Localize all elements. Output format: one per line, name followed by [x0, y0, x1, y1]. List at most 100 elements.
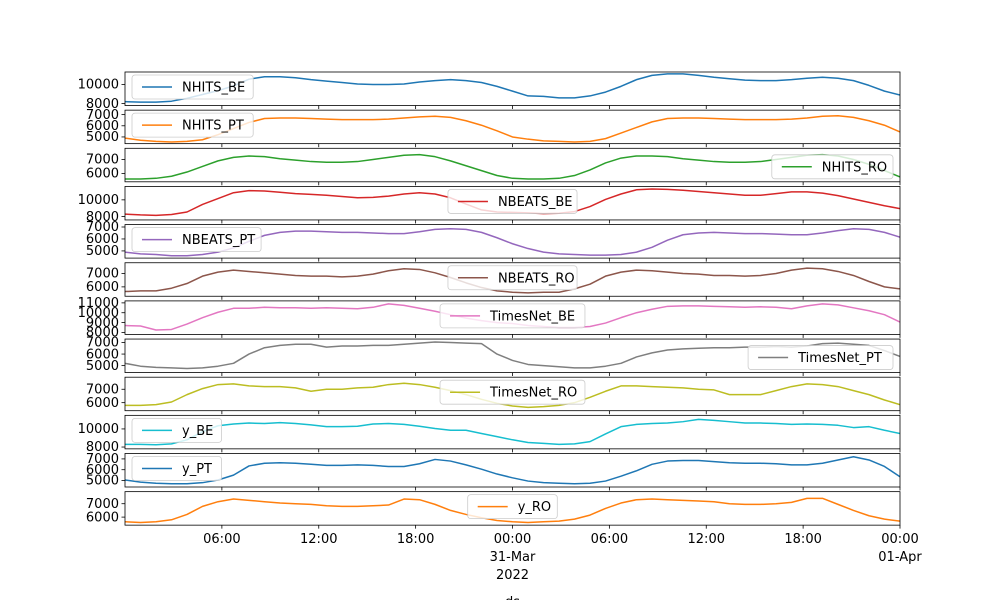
y-tick-label: 6000 — [86, 119, 119, 134]
legend-box — [131, 456, 222, 481]
x-tick-label: 12:00 — [688, 532, 725, 547]
legend-label: y_BE — [182, 424, 213, 439]
legend-label: NHITS_PT — [182, 119, 244, 134]
y-tick-label: 7000 — [86, 452, 119, 467]
legend-label: NHITS_RO — [822, 160, 887, 175]
series-line-y_RO — [125, 497, 900, 524]
series-line-NHITS_RO — [125, 153, 900, 180]
y-tick-label: 10000 — [78, 306, 119, 321]
legend-y_RO: y_RO — [467, 494, 558, 520]
x-tick-label: 12:00 — [300, 532, 337, 547]
x-tick-label: 06:00 — [203, 532, 240, 547]
legend-box — [447, 265, 578, 291]
series-line-y_BE — [125, 418, 900, 446]
y-tick-label: 8000 — [86, 326, 119, 341]
y-tick-label: 6000 — [86, 232, 119, 247]
y-tick-label: 7000 — [86, 267, 119, 282]
axes-frame — [124, 414, 901, 450]
legend-box — [447, 189, 578, 214]
x-tick-label: 18:00 — [397, 532, 434, 547]
y-tick-label: 7000 — [86, 108, 119, 123]
legend-NBEATS_PT: NBEATS_PT — [131, 227, 262, 253]
subplot-y_BE: 8000 10000 y_BE — [78, 414, 901, 455]
x-tick-label: 00:00 — [494, 532, 531, 547]
y-tick-label: 7000 — [86, 336, 119, 351]
legend-NBEATS_RO: NBEATS_RO — [447, 265, 578, 291]
y-tick-label: 8000 — [86, 97, 119, 112]
y-tick-label: 6000 — [86, 463, 119, 478]
legend-y_PT: y_PT — [131, 456, 222, 481]
legend-NHITS_PT: NHITS_PT — [131, 112, 254, 138]
y-tick-label: 7000 — [86, 497, 119, 512]
legend-label: TimesNet_RO — [489, 386, 577, 401]
legend-box — [467, 494, 558, 520]
legend-label: TimesNet_PT — [797, 351, 882, 366]
legend-label: y_PT — [182, 462, 212, 477]
legend-NBEATS_BE: NBEATS_BE — [447, 189, 578, 214]
legend-label: NBEATS_RO — [498, 271, 575, 286]
y-tick-label: 5000 — [86, 130, 119, 145]
legend-TimesNet_RO: TimesNet_RO — [439, 379, 586, 405]
y-tick-label: 9000 — [86, 316, 119, 331]
series-line-NHITS_PT — [125, 114, 900, 143]
legend-label: NBEATS_BE — [498, 195, 573, 210]
y-tick-label: 5000 — [86, 359, 119, 374]
series-line-y_PT — [125, 455, 900, 485]
legend-label: NBEATS_PT — [182, 233, 255, 248]
y-tick-label: 11000 — [78, 296, 119, 311]
legend-box — [439, 303, 586, 329]
legend-y_BE: y_BE — [131, 417, 222, 443]
y-tick-label: 6000 — [86, 347, 119, 362]
legend-box — [131, 74, 254, 100]
y-tick-label: 7000 — [86, 153, 119, 168]
legend-box — [771, 154, 894, 180]
y-tick-label: 10000 — [78, 422, 119, 437]
legend-box — [131, 112, 254, 138]
subplot-NBEATS_BE: 8000 10000 NBEATS_BE — [78, 186, 901, 225]
legend-TimesNet_PT: TimesNet_PT — [747, 345, 894, 370]
y-tick-label: 8000 — [86, 210, 119, 225]
subplot-NHITS_BE: 8000 10000 NHITS_BE — [78, 71, 901, 112]
y-tick-label: 5000 — [86, 474, 119, 489]
legend-label: TimesNet_BE — [489, 309, 575, 324]
y-tick-label: 6000 — [86, 280, 119, 295]
y-tick-label: 6000 — [86, 396, 119, 411]
x-tick-label: 01-Apr — [878, 550, 922, 565]
x-axis-label: ds — [505, 595, 520, 600]
legend-box — [439, 379, 586, 405]
legend-label: y_RO — [518, 500, 551, 515]
y-tick-label: 7000 — [86, 382, 119, 397]
y-tick-label: 5000 — [86, 244, 119, 259]
series-line-NHITS_BE — [125, 73, 900, 103]
y-tick-label: 10000 — [78, 193, 119, 208]
legend-TimesNet_BE: TimesNet_BE — [439, 303, 586, 329]
legend-box — [747, 345, 894, 370]
legend-NHITS_BE: NHITS_BE — [131, 74, 254, 100]
legend-box — [131, 417, 222, 443]
legend-NHITS_RO: NHITS_RO — [771, 154, 894, 180]
y-tick-label: 10000 — [78, 78, 119, 93]
series-line-NBEATS_RO — [125, 267, 900, 294]
x-tick-label: 31-Mar — [490, 550, 536, 565]
y-tick-label: 7000 — [86, 220, 119, 235]
x-tick-label: 2022 — [496, 568, 529, 583]
y-tick-label: 6000 — [86, 167, 119, 182]
series-line-TimesNet_RO — [125, 382, 900, 409]
legend-label: NHITS_BE — [182, 81, 245, 96]
x-tick-label: 06:00 — [591, 532, 628, 547]
x-tick-label: 18:00 — [784, 532, 821, 547]
y-tick-label: 6000 — [86, 510, 119, 525]
y-tick-label: 8000 — [86, 440, 119, 455]
legend-box — [131, 227, 262, 253]
